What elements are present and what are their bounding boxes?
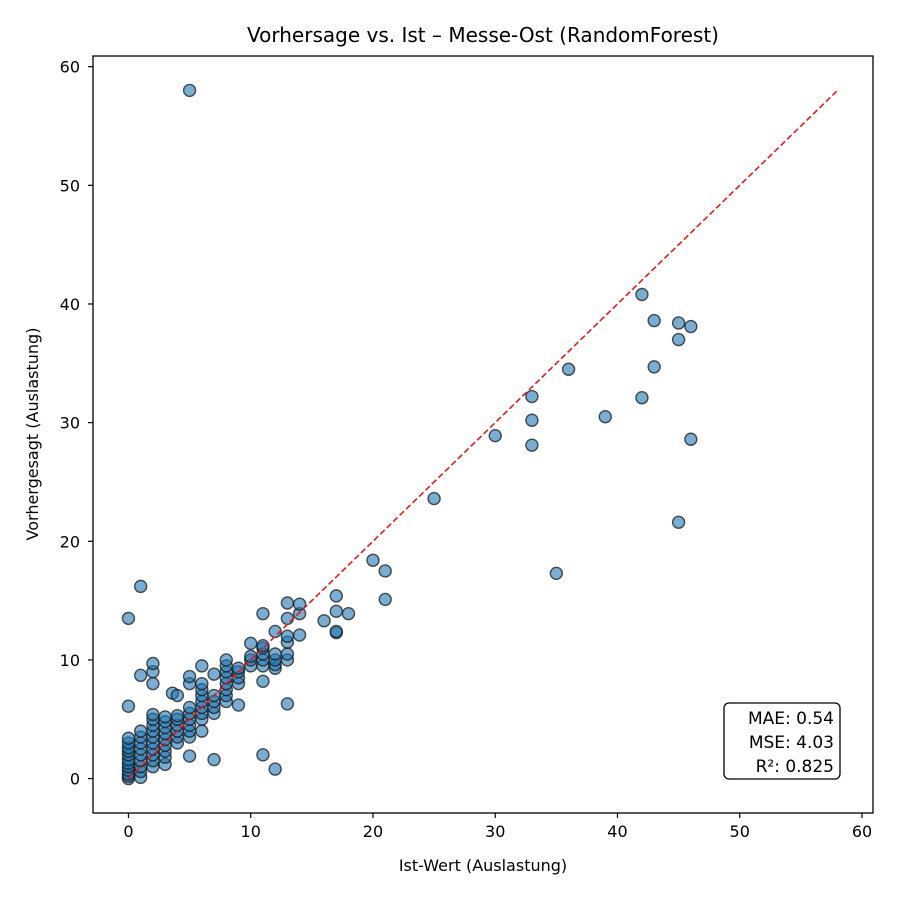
scatter-point bbox=[268, 647, 282, 661]
scatter-point bbox=[121, 611, 136, 626]
scatter-point bbox=[195, 676, 209, 691]
scatter-point bbox=[170, 688, 185, 703]
scatter-point bbox=[280, 629, 295, 643]
scatter-point bbox=[684, 319, 698, 334]
scatter-point bbox=[256, 674, 270, 688]
scatter-point bbox=[207, 667, 221, 681]
scatter-point bbox=[121, 699, 136, 713]
x-tick-label: 40 bbox=[607, 822, 627, 841]
scatter-point bbox=[207, 752, 221, 767]
scatter-point bbox=[170, 709, 185, 723]
y-axis: 0 10 20 30 40 50 60 bbox=[60, 58, 93, 789]
x-tick-label: 30 bbox=[485, 822, 505, 841]
reference-line bbox=[127, 89, 839, 780]
scatter-point bbox=[280, 647, 295, 661]
stats-mae: MAE: 0.54 bbox=[748, 709, 834, 729]
scatter-point bbox=[317, 614, 331, 628]
scatter-point bbox=[182, 83, 197, 98]
chart-title: Vorhersage vs. Ist – Messe-Ost (RandomFo… bbox=[247, 23, 719, 47]
scatter-point bbox=[378, 592, 392, 607]
scatter-point bbox=[292, 628, 307, 642]
scatter-point bbox=[256, 748, 270, 762]
x-tick-label: 0 bbox=[123, 822, 133, 841]
scatter-point bbox=[292, 597, 307, 611]
scatter-point bbox=[231, 698, 246, 712]
scatter-point bbox=[635, 287, 649, 302]
scatter-point bbox=[525, 413, 539, 427]
scatter-point bbox=[635, 391, 649, 405]
scatter-point bbox=[219, 653, 233, 667]
plot-area bbox=[121, 83, 839, 786]
scatter-point bbox=[133, 668, 148, 683]
scatter-point bbox=[280, 697, 295, 711]
scatter-point bbox=[684, 432, 698, 446]
scatter-point bbox=[366, 553, 380, 567]
scatter-point bbox=[329, 589, 343, 603]
x-tick-label: 50 bbox=[730, 822, 750, 841]
scatter-point bbox=[244, 636, 258, 651]
scatter-point bbox=[195, 659, 209, 673]
scatter-point bbox=[329, 624, 343, 639]
scatter-point bbox=[146, 707, 160, 722]
y-tick-label: 0 bbox=[70, 770, 80, 789]
scatter-point bbox=[182, 700, 197, 715]
scatter-point bbox=[158, 710, 172, 724]
scatter-point bbox=[146, 656, 160, 671]
scatter-point bbox=[378, 564, 392, 578]
plot-frame bbox=[92, 55, 874, 814]
scatter-point bbox=[146, 676, 160, 691]
scatter-point bbox=[427, 491, 441, 506]
x-axis-label: Ist-Wert (Auslastung) bbox=[399, 856, 567, 875]
scatter-point bbox=[268, 762, 282, 776]
scatter-point bbox=[598, 410, 612, 424]
scatter-point bbox=[329, 604, 343, 618]
scatter-point bbox=[133, 724, 148, 738]
scatter-point bbox=[671, 332, 686, 347]
scatter-point bbox=[647, 360, 661, 374]
y-tick-label: 50 bbox=[60, 176, 80, 195]
scatter-point bbox=[341, 606, 356, 621]
stats-box-frame bbox=[723, 702, 841, 780]
scatter-point bbox=[195, 724, 209, 738]
y-tick-label: 30 bbox=[60, 414, 80, 433]
scatter-point bbox=[671, 515, 686, 529]
scatter-point bbox=[671, 316, 686, 330]
scatter-point bbox=[182, 669, 197, 684]
scatter-point bbox=[561, 362, 576, 376]
x-tick-label: 20 bbox=[363, 822, 383, 841]
x-tick-label: 10 bbox=[241, 822, 261, 841]
scatter-point bbox=[182, 749, 197, 763]
y-axis-label: Vorhergesagt (Auslastung) bbox=[23, 328, 42, 541]
scatter-point bbox=[280, 596, 295, 610]
scatter-point bbox=[280, 611, 295, 626]
x-tick-label: 60 bbox=[852, 822, 872, 841]
scatter-point bbox=[488, 428, 502, 443]
scatter-point bbox=[256, 639, 270, 653]
scatter-point bbox=[525, 438, 539, 452]
scatter-point bbox=[133, 579, 148, 594]
y-tick-label: 10 bbox=[60, 651, 80, 670]
y-tick-label: 60 bbox=[60, 58, 80, 77]
scatter-point bbox=[647, 313, 661, 328]
y-tick-label: 20 bbox=[60, 532, 80, 551]
scatter-point bbox=[549, 566, 564, 581]
stats-mse: MSE: 4.03 bbox=[749, 733, 834, 753]
y-tick-label: 40 bbox=[60, 295, 80, 314]
scatter-point bbox=[525, 389, 539, 404]
stats-box: MAE: 0.54 MSE: 4.03 R²: 0.825 bbox=[723, 702, 841, 780]
stats-r2: R²: 0.825 bbox=[756, 757, 834, 777]
scatter-point bbox=[256, 606, 270, 621]
scatter-point bbox=[121, 731, 136, 745]
x-axis: 0 10 20 30 40 50 60 bbox=[123, 813, 872, 841]
